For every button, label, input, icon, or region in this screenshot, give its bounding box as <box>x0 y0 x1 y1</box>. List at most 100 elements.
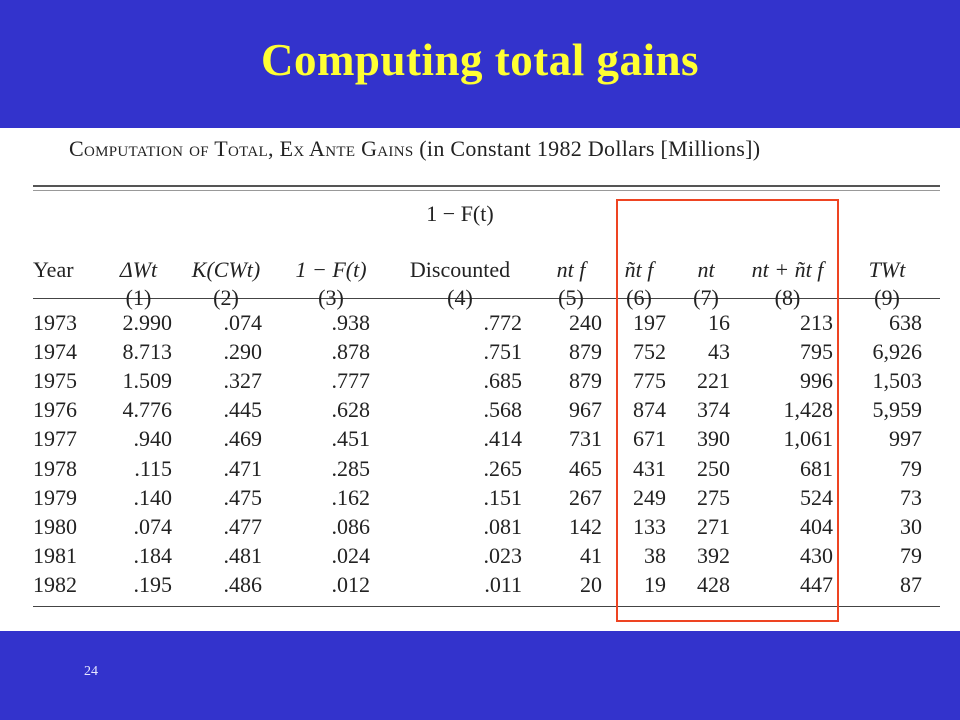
table-cell: 79 <box>900 542 922 568</box>
table-cell: 431 <box>633 455 666 481</box>
year-cell: 1977 <box>33 426 77 452</box>
column-header-line1 <box>33 200 103 228</box>
column-header-line2 <box>537 228 605 256</box>
table-cell: 20 <box>580 571 602 597</box>
table-cell: 997 <box>889 426 922 452</box>
column-header-line2 <box>102 228 175 256</box>
year-cell: 1976 <box>33 397 77 423</box>
column-header-num: (5) <box>558 285 584 310</box>
table-cell: .011 <box>484 571 522 597</box>
table-cell: 967 <box>569 397 602 423</box>
table-cell: .023 <box>483 542 523 568</box>
table-cell: 142 <box>569 513 602 539</box>
column-header-symbol: ñt f <box>624 257 654 282</box>
column-header-line1: 1 − F(t) <box>426 201 494 226</box>
table-cell: 1,061 <box>783 426 834 452</box>
column-header-2: ΔWt (1) <box>102 200 175 312</box>
table-cell: 879 <box>569 368 602 394</box>
table-cell: .184 <box>133 542 173 568</box>
table-cell: 6,926 <box>872 339 923 365</box>
column-header-num: (7) <box>693 285 719 310</box>
table-caption: Computation of Total, Ex Ante Gains (in … <box>69 136 760 162</box>
year-cell: 1980 <box>33 513 77 539</box>
table-cell: .486 <box>223 571 263 597</box>
column-header-line1 <box>849 200 925 228</box>
table-cell: .074 <box>223 310 263 335</box>
table-cell: 374 <box>697 397 730 423</box>
table-cell: 1,503 <box>872 368 923 394</box>
table-top-rule <box>33 185 940 187</box>
table-cell: .086 <box>331 513 371 539</box>
column-header-symbol: TWt <box>868 257 906 282</box>
table-cell: .081 <box>483 513 523 539</box>
table-cell: .477 <box>223 513 263 539</box>
table-cell: 671 <box>633 426 666 452</box>
table-cell: .265 <box>483 455 523 481</box>
table-cell: .940 <box>133 426 173 452</box>
table-cell: .151 <box>483 484 523 510</box>
highlight-box-columns-6-8 <box>616 199 839 622</box>
table-cell: 1.509 <box>122 368 173 394</box>
table-cell: .327 <box>223 368 263 394</box>
table-cell: 30 <box>900 513 922 539</box>
table-cell: .024 <box>331 542 371 568</box>
table-cell: 267 <box>569 484 602 510</box>
table-cell: 275 <box>697 484 730 510</box>
column-header-line1 <box>102 200 175 228</box>
table-cell: .471 <box>223 455 263 481</box>
table-cell: 5,959 <box>872 397 923 423</box>
column-header-3: K(CWt) (2) <box>187 200 265 312</box>
table-cell: 1,428 <box>783 397 834 423</box>
table-cell: .140 <box>133 484 173 510</box>
table-cell: 4.776 <box>122 397 173 423</box>
table-cell: 271 <box>697 513 730 539</box>
table-cell: .290 <box>223 339 263 365</box>
column-header-num: (9) <box>874 285 900 310</box>
column-header-5: 1 − F(t) Discounted (4) <box>395 200 525 312</box>
column-header-num: (2) <box>213 285 239 310</box>
table-cell: 874 <box>633 397 666 423</box>
column-header-line1 <box>537 200 605 228</box>
year-cell: 1974 <box>33 339 77 365</box>
column-header-symbol: ΔWt <box>119 257 158 282</box>
table-cell: .115 <box>134 455 172 481</box>
table-cell: 638 <box>889 310 922 335</box>
table-cell: 87 <box>900 571 922 597</box>
table-cell: .772 <box>483 310 523 335</box>
column-header-6: nt f (5) <box>537 200 605 312</box>
column-header-symbol: nt + ñt f <box>751 257 824 282</box>
column-header-1: Year <box>33 200 103 312</box>
year-cell: 1979 <box>33 484 77 510</box>
column-header-line1 <box>289 200 373 228</box>
table-cell: 775 <box>633 368 666 394</box>
slide-title: Computing total gains <box>260 35 700 85</box>
table-cell: 79 <box>900 455 922 481</box>
table-cell: 681 <box>800 455 833 481</box>
table-cell: .195 <box>133 571 173 597</box>
column-header-symbol: nt f <box>556 257 586 282</box>
table-cell: .074 <box>133 513 173 539</box>
table-cell: 213 <box>800 310 833 335</box>
column-header-num: (4) <box>447 285 473 310</box>
table-cell: 430 <box>800 542 833 568</box>
table-caption-prefix: Computation of Total, Ex Ante Gains <box>69 136 414 161</box>
table-cell: 43 <box>708 339 730 365</box>
table-cell: 38 <box>644 542 666 568</box>
column-header-8: nt (7) <box>679 200 733 312</box>
table-cell: 731 <box>569 426 602 452</box>
page-number: 24 <box>84 664 98 679</box>
table-cell: 465 <box>569 455 602 481</box>
table-top-rule-secondary <box>33 190 940 191</box>
table-cell: 447 <box>800 571 833 597</box>
table-cell: 752 <box>633 339 666 365</box>
column-header-num: (6) <box>626 285 652 310</box>
table-cell: 250 <box>697 455 730 481</box>
table-cell: .012 <box>331 571 371 597</box>
table-cell: 19 <box>644 571 666 597</box>
table-cell: 41 <box>580 542 602 568</box>
table-cell: 879 <box>569 339 602 365</box>
table-cell: .162 <box>331 484 371 510</box>
table-cell: 249 <box>633 484 666 510</box>
year-cell: 1978 <box>33 455 77 481</box>
table-cell: 197 <box>633 310 666 335</box>
